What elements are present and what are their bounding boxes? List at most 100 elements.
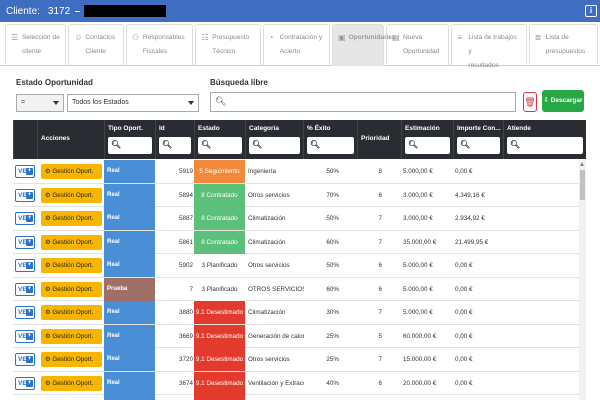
table-row[interactable]: VER + ⚙ Gestión Oport. Real 3720 9.1 Desestim…: [13, 348, 579, 372]
search-icon: 🔍︎: [252, 140, 263, 149]
ver-label: VER: [18, 379, 32, 387]
scroll-up-icon[interactable]: [580, 162, 584, 166]
ver-button[interactable]: VER +: [15, 212, 35, 225]
title-separator: [75, 10, 81, 12]
column-search-input[interactable]: 🔍︎: [457, 137, 500, 154]
ver-button[interactable]: VER +: [15, 259, 35, 272]
table-row[interactable]: VER + ⚙ Gestión Oport. Real 5887 8 Contratado…: [13, 207, 579, 231]
column-header-6[interactable]: % Éxito 🔍︎: [303, 120, 357, 159]
plus-icon: +: [26, 285, 33, 293]
tab-6[interactable]: ▤ Nueva Oportunidad: [386, 24, 450, 66]
table-scrollbar[interactable]: [579, 160, 586, 400]
gestion-oportunidad-button[interactable]: ⚙ Gestión Oport.: [41, 258, 102, 273]
plus-icon: +: [26, 215, 33, 222]
ver-button[interactable]: VER +: [15, 235, 35, 249]
table-row[interactable]: [13, 395, 579, 400]
column-header-0[interactable]: [13, 120, 37, 159]
tab-label-line2: Fiscales: [142, 48, 168, 55]
table-row[interactable]: VER + ⚙ Gestión Oport. Real 5919 5 Seguimient…: [13, 160, 579, 184]
free-search-input[interactable]: 🔍︎: [210, 92, 516, 112]
contacts-icon: ☺: [74, 33, 83, 42]
column-header-3[interactable]: Id 🔍︎: [155, 120, 194, 159]
column-header-1[interactable]: Acciones: [37, 120, 104, 159]
column-header-label: Importe Con...: [457, 125, 501, 132]
column-search-input[interactable]: 🔍︎: [307, 137, 354, 154]
table-row[interactable]: VER + ⚙ Gestión Oport. Prueba 7 3 Planificado…: [13, 277, 579, 301]
tab-1[interactable]: ☺ Contactos Cliente: [68, 24, 124, 66]
tipo-oport-cell: Real: [104, 254, 155, 277]
info-icon[interactable]: i: [585, 5, 597, 17]
gears-icon: ⚙: [45, 238, 53, 246]
gestion-oportunidad-button[interactable]: ⚙ Gestión Oport.: [41, 281, 102, 297]
column-header-4[interactable]: Estado 🔍︎: [194, 120, 245, 159]
column-search-input[interactable]: 🔍︎: [405, 137, 450, 154]
column-search-input[interactable]: 🔍︎: [507, 137, 583, 154]
column-header-7[interactable]: Prioridad: [357, 120, 401, 159]
gestion-oportunidad-button[interactable]: ⚙ Gestión Oport.: [41, 352, 102, 367]
column-search-input[interactable]: 🔍︎: [249, 137, 300, 154]
table-row[interactable]: VER + ⚙ Gestión Oport. Real 3880 9.1 Desestim…: [13, 301, 579, 325]
tab-label-line2: cliente: [22, 48, 42, 55]
exito-cell: 60%: [326, 285, 339, 293]
column-search-input[interactable]: 🔍︎: [159, 137, 191, 154]
gears-icon: ⚙: [45, 191, 53, 199]
operator-select[interactable]: =: [16, 94, 64, 112]
categoria-cell: Generación de calor: [248, 332, 304, 340]
ver-button[interactable]: VER +: [15, 306, 35, 319]
gestion-oportunidad-button[interactable]: ⚙ Gestión Oport.: [41, 234, 102, 250]
gestion-oportunidad-button[interactable]: ⚙ Gestión Oport.: [41, 211, 102, 226]
tab-label: Oportunidades: [349, 31, 396, 45]
tab-3[interactable]: ☷ Presupuesto Técnico: [195, 24, 261, 66]
ver-label: VER: [18, 309, 32, 316]
exito-cell: 50%: [326, 215, 339, 222]
column-header-9[interactable]: Importe Con... 🔍︎: [453, 120, 503, 159]
gestion-oportunidad-button[interactable]: ⚙ Gestión Oport.: [41, 187, 102, 203]
ver-button[interactable]: VER +: [15, 165, 35, 178]
table-row[interactable]: VER + ⚙ Gestión Oport. Real 3674 9.1 Desestim…: [13, 371, 579, 395]
column-search-input[interactable]: 🔍︎: [198, 137, 242, 154]
estimacion-cell: 3.000,00 €: [403, 215, 433, 222]
scrollbar-thumb[interactable]: [580, 170, 585, 200]
column-header-2[interactable]: Tipo Oport. 🔍︎: [104, 120, 155, 159]
tab-2[interactable]: ⚇ Responsables Fiscales: [125, 24, 194, 66]
gestion-oportunidad-button[interactable]: ⚙ Gestión Oport.: [41, 375, 102, 391]
id-cell: 3674: [178, 379, 193, 387]
tipo-oport-cell: Real: [104, 301, 155, 324]
gestion-oportunidad-button[interactable]: ⚙ Gestión Oport.: [41, 328, 102, 344]
categoria-cell: Otros servicios: [248, 356, 290, 363]
ver-button[interactable]: VER +: [15, 282, 35, 296]
chevron-down-icon: [53, 101, 59, 105]
estado-select[interactable]: Todos los Estados: [67, 94, 199, 112]
ver-button[interactable]: VER +: [15, 329, 35, 343]
download-label: Descargar: [550, 97, 583, 104]
gestion-oportunidad-button[interactable]: ⚙ Gestión Oport.: [41, 164, 102, 179]
column-search-input[interactable]: 🔍︎: [108, 137, 152, 154]
tab-4[interactable]: ◔ Contratación y Acierto: [262, 24, 330, 66]
title-bar: Cliente: 3172 i: [0, 0, 600, 22]
exito-cell: [319, 395, 339, 400]
column-header-8[interactable]: Estimación 🔍︎: [401, 120, 453, 159]
ver-button[interactable]: VER +: [15, 376, 35, 390]
column-header-5[interactable]: Categoría 🔍︎: [245, 120, 303, 159]
table-row[interactable]: VER + ⚙ Gestión Oport. Real 3669 9.1 Desestim…: [13, 324, 579, 348]
tab-0[interactable]: ☰ Selección de cliente: [5, 24, 67, 66]
tipo-oport-cell: Prueba: [104, 277, 155, 301]
gestion-label: Gestión Oport.: [52, 379, 94, 387]
categoria-cell: Otros servicios: [248, 262, 290, 269]
search-icon: 🔍︎: [408, 140, 419, 149]
tab-8[interactable]: ≣ Lista de presupuestos: [528, 24, 598, 66]
ver-button[interactable]: VER +: [15, 188, 35, 202]
clear-filter-button[interactable]: 🗑︎: [523, 92, 537, 112]
tab-5[interactable]: ▣ Oportunidades: [332, 24, 395, 66]
tab-7[interactable]: ≡ Lista de trabajos y resultados: [451, 24, 527, 69]
column-header-10[interactable]: Atiende 🔍︎: [503, 120, 586, 159]
tipo-oport-cell: Real: [104, 348, 155, 371]
prioridad-cell: 8: [378, 168, 382, 175]
table-row[interactable]: VER + ⚙ Gestión Oport. Real 5894 8 Contratado…: [13, 183, 579, 207]
gestion-label: Gestión Oport.: [52, 285, 94, 293]
gestion-oportunidad-button[interactable]: ⚙ Gestión Oport.: [41, 305, 102, 320]
table-row[interactable]: VER + ⚙ Gestión Oport. Real 5902 3 Planificad…: [13, 254, 579, 278]
table-row[interactable]: VER + ⚙ Gestión Oport. Real 5861 8 Contratado…: [13, 230, 579, 254]
ver-button[interactable]: VER +: [15, 353, 35, 366]
download-button[interactable]: ⇩ Descargar: [542, 90, 584, 112]
